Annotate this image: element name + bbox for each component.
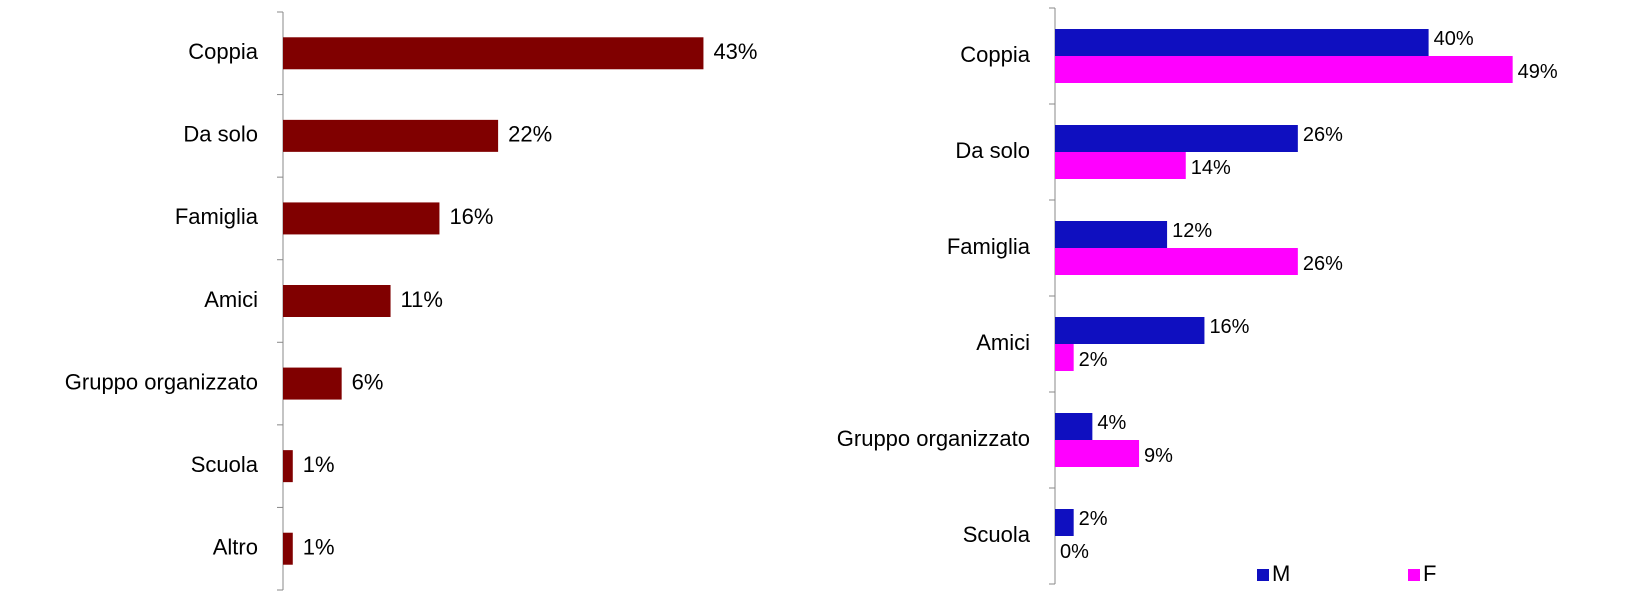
data-label: 6% xyxy=(352,369,384,394)
y-tick-label: Gruppo organizzato xyxy=(65,369,258,394)
bar xyxy=(1055,344,1074,371)
y-tick-label: Famiglia xyxy=(175,204,259,229)
y-tick-label: Da solo xyxy=(955,138,1030,163)
data-label: 16% xyxy=(1209,316,1249,338)
data-label: 4% xyxy=(1097,412,1126,434)
bar xyxy=(1055,440,1140,467)
data-label: 1% xyxy=(303,452,335,477)
data-label: 26% xyxy=(1303,253,1343,275)
y-tick-label: Gruppo organizzato xyxy=(837,426,1030,451)
bar xyxy=(283,119,499,152)
bar xyxy=(283,532,293,565)
y-tick-label: Da solo xyxy=(183,122,258,147)
y-tick-label: Amici xyxy=(976,330,1030,355)
bar xyxy=(283,450,293,483)
data-label: 0% xyxy=(1060,541,1089,563)
bar xyxy=(1055,221,1168,248)
data-label: 22% xyxy=(508,122,552,147)
bar xyxy=(1055,125,1298,152)
bar xyxy=(1055,317,1205,344)
bar xyxy=(1055,56,1513,83)
data-label: 9% xyxy=(1144,445,1173,467)
data-label: 2% xyxy=(1079,508,1108,530)
legend-swatch xyxy=(1408,569,1420,581)
data-label: 16% xyxy=(449,204,493,229)
bar xyxy=(283,367,342,400)
y-tick-label: Famiglia xyxy=(947,234,1031,259)
data-label: 11% xyxy=(401,287,443,312)
data-label: 14% xyxy=(1191,157,1231,179)
bar xyxy=(283,202,440,235)
bar xyxy=(1055,248,1298,275)
bar xyxy=(1055,509,1074,536)
data-label: 43% xyxy=(713,39,757,64)
y-tick-label: Coppia xyxy=(188,39,258,64)
data-label: 2% xyxy=(1079,349,1108,371)
data-label: 49% xyxy=(1518,61,1558,83)
legend-label: M xyxy=(1272,561,1290,586)
legend-label: F xyxy=(1423,561,1436,586)
data-label: 26% xyxy=(1303,124,1343,146)
y-tick-label: Coppia xyxy=(960,42,1030,67)
bar xyxy=(283,37,704,70)
bar xyxy=(1055,152,1186,179)
legend-swatch xyxy=(1257,569,1269,581)
y-tick-label: Scuola xyxy=(963,522,1031,547)
bar xyxy=(1055,29,1429,56)
y-tick-label: Scuola xyxy=(191,452,259,477)
y-tick-label: Amici xyxy=(204,287,258,312)
y-tick-label: Altro xyxy=(213,535,258,560)
data-label: 12% xyxy=(1172,220,1212,242)
bar xyxy=(283,285,391,317)
data-label: 40% xyxy=(1434,28,1474,50)
data-label: 1% xyxy=(303,535,335,560)
bar xyxy=(1055,413,1093,440)
